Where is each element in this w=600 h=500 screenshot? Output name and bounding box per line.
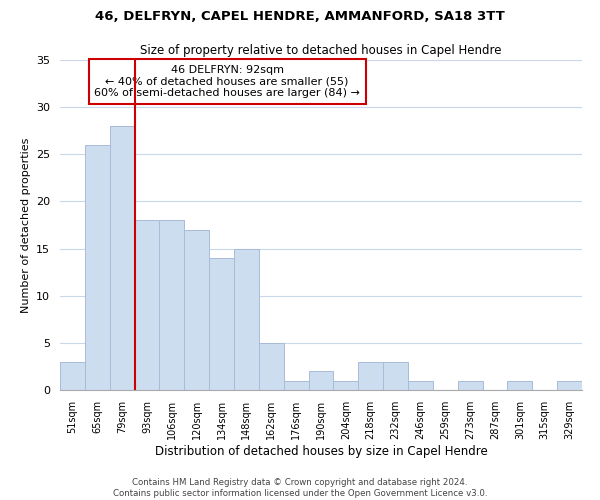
Bar: [60, 362, 85, 390]
Bar: [110, 126, 134, 390]
Text: 46, DELFRYN, CAPEL HENDRE, AMMANFORD, SA18 3TT: 46, DELFRYN, CAPEL HENDRE, AMMANFORD, SA…: [95, 10, 505, 23]
Title: Size of property relative to detached houses in Capel Hendre: Size of property relative to detached ho…: [140, 44, 502, 58]
Bar: [508, 380, 532, 390]
Bar: [358, 362, 383, 390]
Bar: [209, 258, 234, 390]
Text: 46 DELFRYN: 92sqm
← 40% of detached houses are smaller (55)
60% of semi-detached: 46 DELFRYN: 92sqm ← 40% of detached hous…: [94, 65, 360, 98]
Bar: [458, 380, 482, 390]
Text: Contains HM Land Registry data © Crown copyright and database right 2024.
Contai: Contains HM Land Registry data © Crown c…: [113, 478, 487, 498]
Bar: [259, 343, 284, 390]
Bar: [160, 220, 184, 390]
Bar: [284, 380, 308, 390]
Bar: [557, 380, 582, 390]
Bar: [383, 362, 408, 390]
X-axis label: Distribution of detached houses by size in Capel Hendre: Distribution of detached houses by size …: [155, 444, 487, 458]
Bar: [85, 145, 110, 390]
Bar: [334, 380, 358, 390]
Bar: [234, 248, 259, 390]
Bar: [408, 380, 433, 390]
Bar: [134, 220, 160, 390]
Bar: [308, 371, 334, 390]
Bar: [184, 230, 209, 390]
Y-axis label: Number of detached properties: Number of detached properties: [20, 138, 31, 312]
